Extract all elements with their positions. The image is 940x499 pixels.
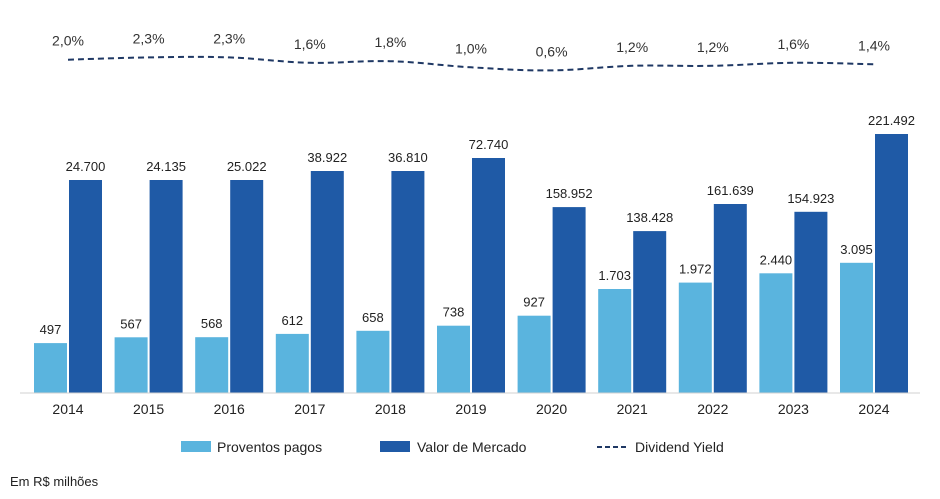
bar-proventos-2022 [678, 282, 712, 393]
bar-valor-mercado-2018 [391, 171, 425, 393]
data-label-valor-mercado-2016: 25.022 [227, 159, 267, 174]
bar-proventos-2020 [517, 315, 551, 393]
x-tick-label-2014: 2014 [52, 401, 83, 417]
units-note: Em R$ milhões [10, 474, 99, 489]
data-label-dividend-yield-2019: 1,0% [455, 40, 487, 56]
bar-valor-mercado-2024 [875, 134, 908, 393]
legend-label-dividend-yield: Dividend Yield [635, 439, 724, 455]
data-label-proventos-2024: 3.095 [840, 242, 873, 257]
data-label-valor-mercado-2021: 138.428 [626, 210, 673, 225]
bar-proventos-2021 [598, 289, 632, 393]
data-label-valor-mercado-2014: 24.700 [66, 159, 106, 174]
data-label-dividend-yield-2018: 1,8% [374, 34, 406, 50]
data-label-proventos-2019: 738 [443, 305, 465, 320]
data-label-dividend-yield-2024: 1,4% [858, 37, 890, 53]
dividend-yield-line [67, 55, 875, 72]
bar-proventos-2023 [759, 273, 793, 393]
data-label-proventos-2018: 658 [362, 310, 384, 325]
bar-valor-mercado-2022 [713, 204, 747, 393]
data-label-dividend-yield-2014: 2,0% [52, 33, 84, 49]
x-tick-label-2016: 2016 [214, 401, 245, 417]
data-label-valor-mercado-2015: 24.135 [146, 159, 186, 174]
legend-swatch-proventos [181, 441, 211, 452]
data-label-valor-mercado-2019: 72.740 [469, 137, 509, 152]
bar-series: 497 24.700 567 24.135 568 25.022 612 38.922 658 3… [34, 113, 915, 393]
data-label-dividend-yield-2021: 1,2% [616, 39, 648, 55]
bar-proventos-2019 [437, 325, 470, 393]
dividend-yield-series: 2,0% 2,3% 2,3% 1,6% 1,8% 1,0% 0,6% 1,2% 1,2% 1,6%… [52, 30, 890, 72]
data-label-dividend-yield-2023: 1,6% [777, 36, 809, 52]
x-tick-label-2021: 2021 [617, 401, 648, 417]
bar-proventos-2018 [356, 330, 390, 393]
bar-valor-mercado-2020 [552, 207, 586, 393]
bar-valor-mercado-2017 [310, 171, 344, 393]
data-label-dividend-yield-2015: 2,3% [133, 30, 165, 46]
bar-proventos-2017 [275, 333, 309, 393]
data-label-dividend-yield-2022: 1,2% [697, 39, 729, 55]
data-label-proventos-2016: 568 [201, 316, 223, 331]
legend: Proventos pagos Valor de Mercado Dividen… [181, 439, 724, 455]
data-label-proventos-2020: 927 [523, 295, 545, 310]
data-label-valor-mercado-2023: 154.923 [787, 191, 834, 206]
legend-label-valor-mercado: Valor de Mercado [417, 439, 527, 455]
data-label-proventos-2022: 1.972 [679, 262, 712, 277]
bar-valor-mercado-2014 [69, 180, 102, 393]
data-label-dividend-yield-2020: 0,6% [536, 43, 568, 59]
data-label-valor-mercado-2020: 158.952 [546, 186, 593, 201]
data-label-valor-mercado-2018: 36.810 [388, 150, 428, 165]
x-tick-label-2019: 2019 [455, 401, 486, 417]
data-label-dividend-yield-2017: 1,6% [294, 36, 326, 52]
data-label-proventos-2014: 497 [40, 322, 62, 337]
bar-valor-mercado-2019 [472, 158, 505, 393]
bar-proventos-2016 [195, 337, 229, 393]
data-label-proventos-2021: 1.703 [598, 268, 631, 283]
x-tick-label-2018: 2018 [375, 401, 406, 417]
bar-valor-mercado-2015 [149, 180, 183, 393]
data-label-proventos-2023: 2.440 [760, 252, 793, 267]
bar-proventos-2024 [840, 262, 873, 393]
legend-swatch-valor-mercado [380, 441, 410, 452]
x-tick-label-2020: 2020 [536, 401, 567, 417]
x-tick-label-2015: 2015 [133, 401, 164, 417]
data-label-valor-mercado-2022: 161.639 [707, 183, 754, 198]
x-axis-ticks: 2014 2015 2016 2017 2018 2019 2020 2021 2022 2023… [52, 401, 889, 417]
data-label-proventos-2017: 612 [281, 313, 303, 328]
x-tick-label-2024: 2024 [858, 401, 889, 417]
bar-valor-mercado-2021 [633, 231, 667, 393]
data-label-proventos-2015: 567 [120, 316, 142, 331]
data-label-dividend-yield-2016: 2,3% [213, 30, 245, 46]
x-tick-label-2022: 2022 [697, 401, 728, 417]
bar-valor-mercado-2023 [794, 211, 828, 393]
x-tick-label-2017: 2017 [294, 401, 325, 417]
legend-label-proventos: Proventos pagos [217, 439, 322, 455]
bar-valor-mercado-2016 [230, 180, 264, 393]
x-tick-label-2023: 2023 [778, 401, 809, 417]
data-label-valor-mercado-2017: 38.922 [307, 150, 347, 165]
bar-proventos-2015 [114, 337, 148, 393]
bar-proventos-2014 [34, 343, 67, 393]
data-label-valor-mercado-2024: 221.492 [868, 113, 915, 128]
